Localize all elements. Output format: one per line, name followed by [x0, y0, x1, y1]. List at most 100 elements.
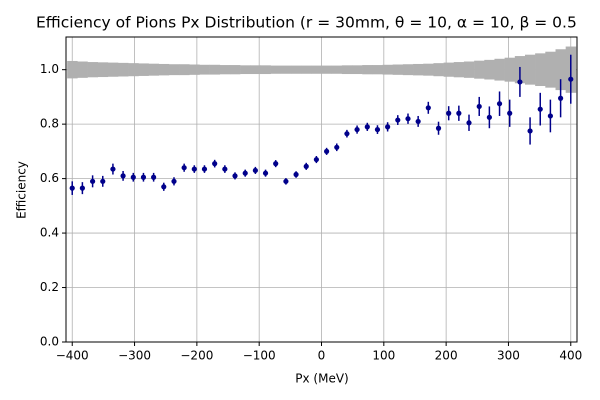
uncertainty-band — [77, 61, 88, 78]
x-tick-label: 300 — [497, 349, 520, 363]
x-tick-label: 0 — [318, 349, 326, 363]
uncertainty-band — [331, 65, 343, 74]
uncertainty-band — [474, 60, 485, 79]
point — [181, 165, 187, 171]
uncertainty-band — [301, 65, 312, 74]
point — [130, 174, 136, 180]
point — [79, 185, 85, 191]
uncertainty-band — [67, 60, 78, 79]
point — [568, 76, 574, 82]
uncertainty-band — [484, 59, 495, 80]
uncertainty-band — [290, 65, 302, 74]
x-axis-label: Px (MeV) — [295, 372, 348, 386]
point — [415, 118, 421, 125]
chart-title: Efficiency of Pions Px Distribution (r =… — [36, 14, 577, 32]
point — [425, 105, 431, 111]
x-tick-label: 400 — [559, 349, 582, 363]
point — [476, 103, 482, 110]
point — [537, 106, 543, 112]
point — [374, 126, 381, 133]
uncertainty-band — [199, 64, 210, 75]
uncertainty-band — [392, 64, 404, 75]
uncertainty-band — [382, 64, 394, 75]
y-axis-label: Efficiency — [15, 161, 29, 219]
x-tick-label: −100 — [243, 349, 276, 363]
uncertainty-band — [311, 65, 322, 74]
y-tick-label: 0.4 — [40, 226, 59, 240]
uncertainty-band — [158, 63, 170, 76]
point — [100, 178, 106, 184]
uncertainty-band — [545, 51, 556, 88]
uncertainty-band — [494, 58, 505, 81]
uncertainty-band — [555, 49, 566, 91]
point — [527, 128, 533, 134]
point — [324, 148, 330, 154]
uncertainty-band — [433, 63, 444, 77]
uncertainty-band — [351, 65, 363, 75]
point — [69, 185, 75, 191]
point — [110, 166, 116, 172]
x-tick-label: −300 — [118, 349, 151, 363]
point — [496, 101, 503, 107]
x-tick-label: 200 — [435, 349, 458, 363]
uncertainty-band — [362, 65, 373, 75]
point — [313, 156, 319, 163]
point — [140, 174, 147, 180]
point — [334, 144, 340, 150]
point — [222, 166, 228, 172]
uncertainty-band — [168, 64, 180, 76]
point — [90, 178, 96, 184]
point — [191, 166, 197, 172]
point — [364, 124, 370, 130]
point — [466, 120, 472, 126]
uncertainty-band — [402, 64, 414, 76]
uncertainty-band — [535, 53, 546, 87]
uncertainty-band — [240, 65, 251, 75]
point — [405, 116, 411, 122]
uncertainty-band — [524, 54, 536, 85]
point — [507, 110, 513, 116]
point — [201, 166, 208, 172]
uncertainty-band — [270, 65, 282, 74]
uncertainty-band — [117, 62, 129, 77]
uncertainty-band — [179, 64, 190, 76]
uncertainty-band — [138, 63, 149, 76]
x-tick-label: −400 — [56, 349, 89, 363]
uncertainty-band — [87, 62, 98, 78]
plot-frame — [65, 36, 578, 343]
uncertainty-band — [128, 63, 139, 77]
point — [161, 184, 167, 190]
uncertainty-band — [229, 65, 241, 75]
point — [151, 174, 157, 180]
point — [293, 171, 299, 178]
uncertainty-band — [250, 65, 261, 75]
point — [171, 178, 177, 184]
point — [303, 163, 309, 169]
point — [547, 113, 553, 119]
uncertainty-band — [107, 62, 119, 77]
uncertainty-band — [321, 65, 332, 74]
uncertainty-band — [453, 62, 465, 78]
point — [212, 161, 218, 167]
y-tick-label: 1.0 — [40, 62, 59, 76]
point — [242, 170, 248, 176]
point — [344, 131, 350, 137]
uncertainty-band — [423, 63, 434, 76]
point — [120, 173, 126, 179]
point — [232, 173, 238, 179]
y-tick-label: 0.8 — [40, 117, 59, 131]
point — [486, 114, 492, 120]
point — [395, 117, 401, 123]
x-tick-label: −200 — [180, 349, 213, 363]
uncertainty-band — [372, 65, 383, 75]
point — [385, 124, 391, 130]
uncertainty-band — [504, 57, 516, 82]
uncertainty-band — [280, 65, 292, 74]
uncertainty-band — [443, 62, 455, 77]
uncertainty-band — [463, 61, 475, 78]
point — [435, 125, 442, 131]
uncertainty-band — [148, 63, 160, 76]
uncertainty-band — [209, 64, 221, 75]
point — [252, 167, 258, 174]
